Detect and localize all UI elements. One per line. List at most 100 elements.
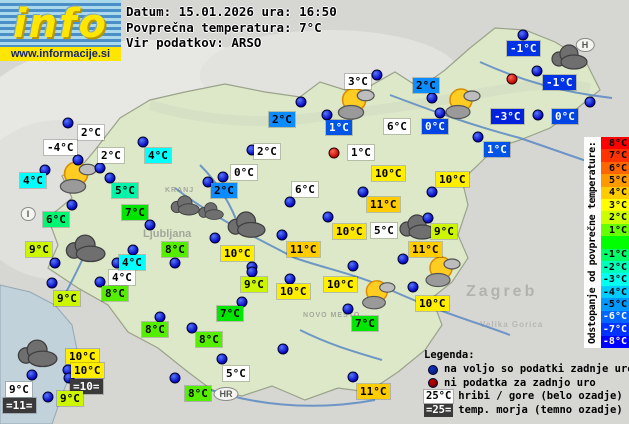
logo-url[interactable]: www.informacije.si	[0, 47, 121, 61]
station-dot-blue	[202, 176, 214, 188]
station-dot-blue	[531, 65, 543, 77]
station-dot-blue	[472, 131, 484, 143]
temp-label: =10=	[70, 379, 103, 394]
header-source-line: Vir podatkov: ARSO	[126, 35, 262, 50]
station-dot-blue	[426, 92, 438, 104]
deviation-scale: Odstopanje od povprečne temperature: 8°C…	[584, 137, 629, 348]
temp-label: 4°C	[109, 270, 135, 285]
scale-title: Odstopanje od povprečne temperature:	[584, 137, 601, 348]
station-dot-blue	[284, 196, 296, 208]
scale-band: 6°C	[601, 161, 629, 175]
temp-label: 10°C	[71, 363, 104, 378]
station-dot-blue	[169, 257, 181, 269]
temp-label: 6°C	[43, 212, 69, 227]
temp-label: 2°C	[78, 125, 104, 140]
temp-label: 9°C	[241, 277, 267, 292]
station-dot-blue	[94, 276, 106, 288]
sun-cloud-icon	[330, 84, 380, 126]
legend-chip: =25=	[424, 403, 454, 417]
temp-label: 10°C	[277, 284, 310, 299]
station-dot-blue	[434, 107, 446, 119]
temp-label: 10°C	[66, 349, 99, 364]
country-sign-i: I	[20, 207, 36, 221]
legend-item: ni podatka za zadnjo uro	[424, 377, 629, 391]
temp-label: 2°C	[269, 112, 295, 127]
city-label: Velika Gorica	[480, 320, 544, 329]
country-sign-hr: HR	[213, 387, 239, 401]
legend-title: Legenda:	[424, 349, 475, 361]
scale-band: -7°C	[601, 323, 629, 336]
station-dot-blue	[295, 96, 307, 108]
station-dot-blue	[66, 199, 78, 211]
temp-label: 1°C	[348, 145, 374, 160]
temp-label: 11°C	[367, 197, 400, 212]
temp-label: -1°C	[543, 75, 576, 90]
temp-label: 9°C	[6, 382, 32, 397]
logo[interactable]: info www.informacije.si	[0, 0, 121, 61]
cloud-icon	[168, 195, 200, 220]
station-dot-blue	[72, 154, 84, 166]
sun-cloud-icon	[418, 253, 466, 293]
scale-band: 8°C	[601, 137, 629, 150]
temp-label: 6°C	[292, 182, 318, 197]
header-date-line: Datum: 15.01.2026 ura: 16:50	[126, 4, 337, 19]
legend-item-text: ni podatka za zadnjo uro	[444, 376, 596, 389]
scale-band	[601, 236, 629, 249]
temp-label: 4°C	[119, 255, 145, 270]
legend-rows: na voljo so podatki zadnje ure ni podatka…	[424, 363, 629, 417]
station-dot-blue	[127, 244, 139, 256]
blue-dot-icon	[428, 364, 438, 375]
station-dot-blue	[209, 232, 221, 244]
country-sign-h: H	[575, 38, 595, 52]
header: Datum: 15.01.2026 ura: 16:50 Povprečna t…	[126, 4, 337, 51]
scale-band: 2°C	[601, 211, 629, 224]
station-dot-blue	[42, 391, 54, 403]
station-dot-blue	[426, 186, 438, 198]
station-dot-blue	[104, 172, 116, 184]
station-dot-blue	[63, 372, 75, 384]
city-label: NOVO MESTO	[303, 312, 361, 319]
temp-label: 9°C	[54, 291, 80, 306]
temp-label: 5°C	[223, 366, 249, 381]
scale-band: 1°C	[601, 223, 629, 237]
station-dot-blue	[186, 322, 198, 334]
station-dot-blue	[517, 29, 529, 41]
temp-label: -3°C	[491, 109, 524, 124]
station-dot-blue	[284, 273, 296, 285]
scale-band: -5°C	[601, 298, 629, 311]
temp-label: 10°C	[372, 166, 405, 181]
station-dot-blue	[49, 257, 61, 269]
city-label: Zagreb	[466, 283, 538, 300]
temp-label: 8°C	[102, 286, 128, 301]
temp-label: 0°C	[422, 119, 448, 134]
scale-band: 5°C	[601, 174, 629, 187]
temp-label: 5°C	[371, 223, 397, 238]
scale-band: -4°C	[601, 285, 629, 299]
legend-item-text: hribi / gore (belo ozadje)	[458, 390, 623, 403]
temp-label: 0°C	[231, 165, 257, 180]
legend-chip: 25°C	[424, 390, 454, 404]
cloud-icon	[14, 339, 58, 373]
cloud-icon	[396, 214, 436, 245]
sun-cloud-icon	[52, 158, 102, 200]
temp-label: 1°C	[326, 120, 352, 135]
temp-label: 2°C	[254, 144, 280, 159]
scale-bar: 8°C 7°C 6°C 5°C 4°C 3°C 2°C 1°C -1°C -2°C -3°C -4°C…	[601, 137, 629, 348]
temp-label: 11°C	[357, 384, 390, 399]
temp-label: 11°C	[287, 242, 320, 257]
station-dot-blue	[347, 371, 359, 383]
scale-band: -1°C	[601, 248, 629, 262]
temp-label: 4°C	[145, 148, 171, 163]
temp-label: 3°C	[345, 74, 371, 89]
temp-label: =11=	[3, 398, 36, 413]
temp-label: 1°C	[484, 142, 510, 157]
temp-label: 0°C	[552, 109, 578, 124]
temp-label: 10°C	[221, 246, 254, 261]
temp-label: 7°C	[217, 306, 243, 321]
station-dot-blue	[169, 372, 181, 384]
legend-item: 25°C hribi / gore (belo ozadje)	[424, 390, 629, 404]
header-avg-temp-line: Povprečna temperatura: 7°C	[126, 19, 322, 35]
temp-label: 8°C	[142, 322, 168, 337]
cloud-icon	[196, 202, 224, 224]
